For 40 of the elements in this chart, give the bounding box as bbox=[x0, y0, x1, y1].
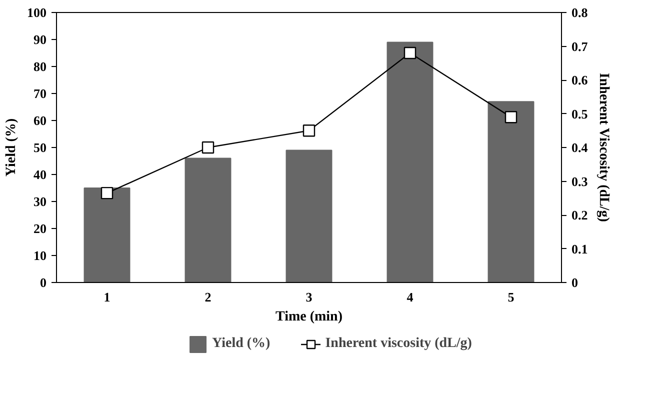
x-tick-label: 2 bbox=[204, 290, 212, 304]
y2-tick-label: 0.5 bbox=[572, 106, 588, 122]
y2-axis-title: Inherent Viscosity (dL/g) bbox=[596, 72, 611, 222]
x-axis-title: Time (min) bbox=[275, 310, 343, 324]
y-tick-label: 90 bbox=[34, 32, 46, 47]
y2-tick-label: 0.2 bbox=[572, 208, 588, 222]
x-tick-label: 4 bbox=[406, 290, 414, 304]
y-tick-label: 80 bbox=[34, 59, 46, 74]
y-tick-label: 40 bbox=[34, 167, 46, 182]
y-tick-label: 30 bbox=[34, 194, 46, 209]
legend-label: Inherent viscosity (dL/g) bbox=[325, 336, 472, 352]
y2-tick-label: 0 bbox=[572, 275, 578, 290]
y-tick-label: 10 bbox=[34, 248, 46, 263]
y2-tick-label: 0.1 bbox=[572, 241, 588, 256]
y-tick-label: 70 bbox=[34, 86, 46, 101]
point bbox=[302, 124, 316, 137]
point bbox=[404, 46, 416, 60]
point bbox=[202, 141, 214, 154]
point bbox=[504, 111, 518, 124]
y-tick-label: 50 bbox=[34, 140, 46, 155]
y2-tick-label: 0.4 bbox=[572, 140, 588, 155]
y-axis-title: Yield (%) bbox=[4, 118, 19, 177]
y-tick-label: 60 bbox=[34, 113, 46, 128]
bar bbox=[386, 42, 434, 282]
bar bbox=[84, 188, 130, 282]
y-tick-label: 20 bbox=[34, 221, 46, 236]
bar bbox=[488, 101, 534, 282]
legend-label: Yield (%) bbox=[212, 336, 270, 352]
y2-tick-label: 0.3 bbox=[572, 174, 588, 189]
y2-tick-label: 0.7 bbox=[572, 38, 588, 54]
y2-tick-label: 0.6 bbox=[572, 72, 588, 88]
point bbox=[100, 186, 114, 200]
x-tick-label: 3 bbox=[306, 290, 313, 304]
y-tick-label: 100 bbox=[27, 5, 46, 20]
x-tick-label: 1 bbox=[104, 290, 110, 304]
x-tick-label: 5 bbox=[508, 290, 515, 304]
y2-tick-label: 0.8 bbox=[572, 5, 588, 20]
y-tick-label: 0 bbox=[40, 275, 46, 290]
bar bbox=[286, 150, 332, 282]
bar bbox=[184, 158, 232, 282]
